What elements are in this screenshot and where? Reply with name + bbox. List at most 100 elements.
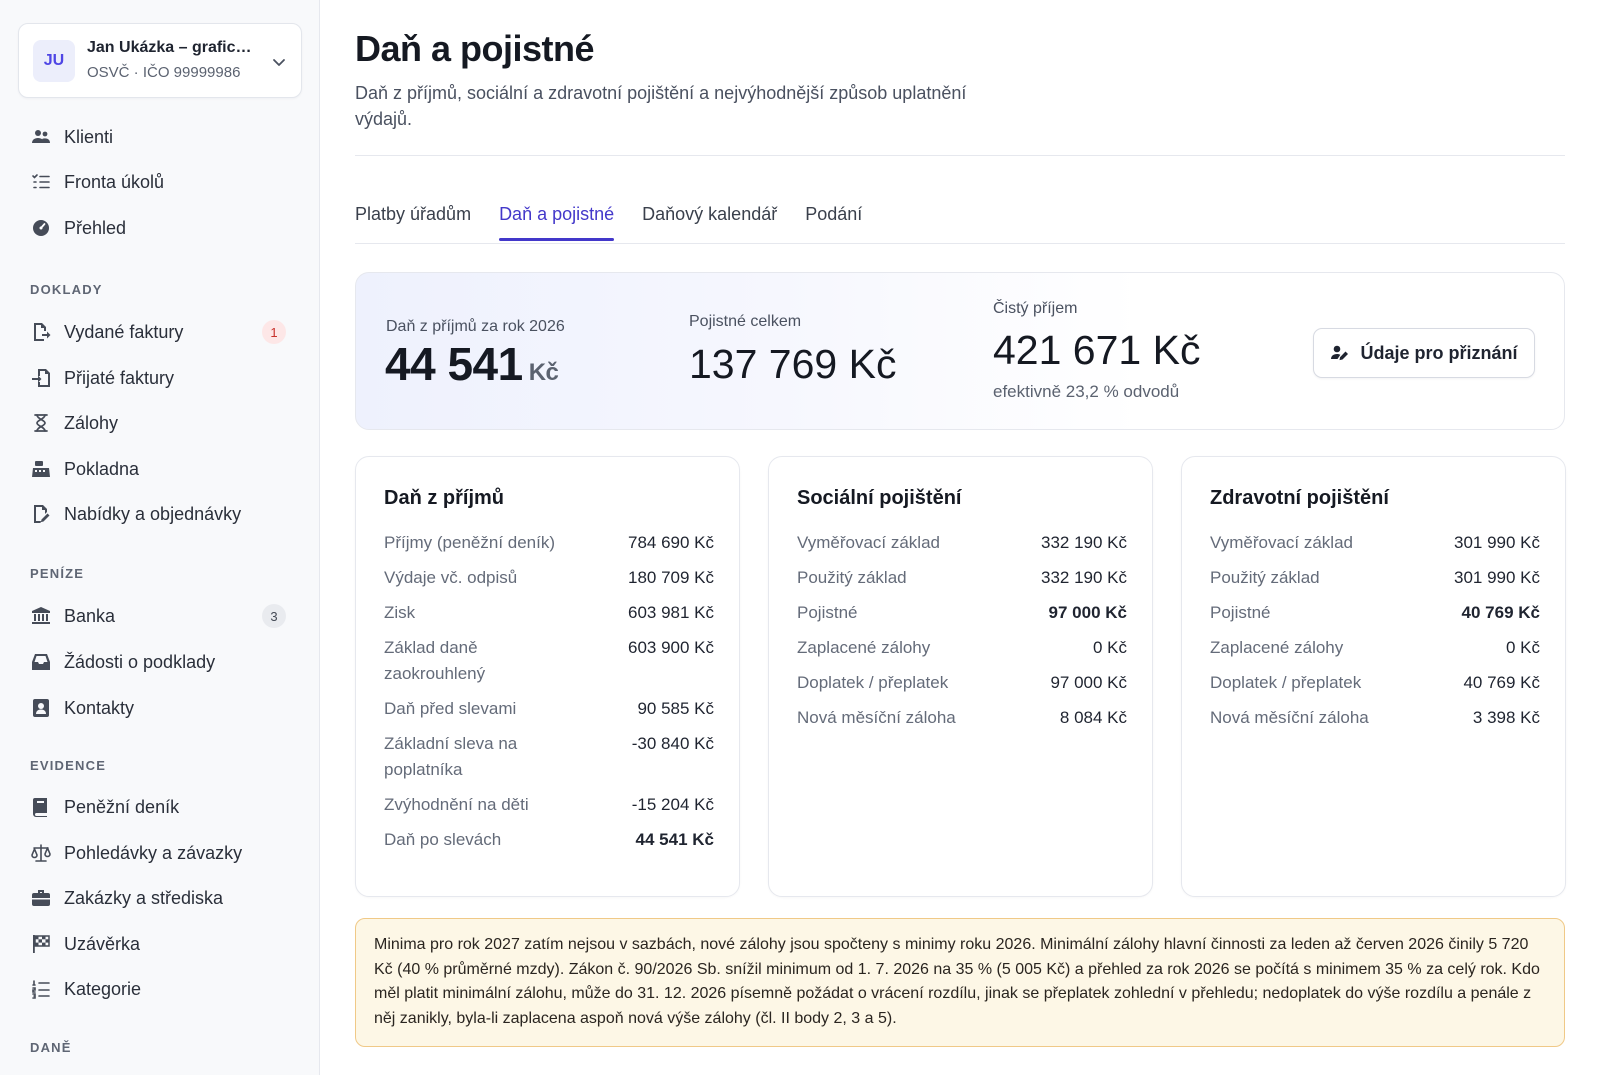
tax-total: 44 541 Kč [385, 337, 559, 391]
sidebar-item-zalohy[interactable]: Zálohy [30, 405, 292, 441]
sidebar-item-prijate-faktury[interactable]: Přijaté faktury [30, 360, 292, 396]
briefcase-icon [30, 887, 52, 909]
row-value: -30 840 Kč [631, 734, 714, 753]
count-badge: 3 [262, 604, 286, 628]
row-label: Zvýhodnění na děti [384, 795, 529, 814]
row-label: Použitý základ [797, 568, 907, 587]
table-row: Vyměřovací základ 301 990 Kč [1210, 530, 1540, 556]
row-value: 44 541 Kč [635, 830, 714, 849]
sidebar-item-label: Peněžní deník [64, 796, 180, 817]
org-avatar: JU [33, 40, 75, 82]
table-row: Pojistné 40 769 Kč [1210, 600, 1540, 626]
info-notice: Minima pro rok 2027 zatím nejsou v sazbá… [355, 918, 1565, 1047]
insurance-total: 137 769 Kč [689, 341, 897, 387]
task-list-icon [30, 171, 52, 193]
sidebar-item-vydane-faktury[interactable]: Vydané faktury 1 [30, 314, 292, 350]
sidebar-item-label: Nabídky a objednávky [64, 503, 242, 524]
tab-platby-uradum[interactable]: Platby úřadům [355, 204, 472, 224]
row-value: 332 190 Kč [1040, 568, 1127, 587]
row-label: Nová měsíční záloha [1210, 708, 1369, 727]
bank-icon [30, 605, 52, 627]
tax-total-value: 44 541 [385, 338, 523, 390]
sidebar-item-label: Klienti [64, 126, 114, 147]
sidebar-item-kategorie[interactable]: Kategorie [30, 971, 292, 1007]
table-row: Doplatek / přeplatek 40 769 Kč [1210, 670, 1540, 696]
inbox-request-icon [30, 651, 52, 673]
sidebar-item-label: Pohledávky a závazky [64, 842, 243, 863]
insurance-label: Pojistné celkem [689, 313, 802, 330]
row-value: 301 990 Kč [1453, 533, 1540, 552]
dashboard-gauge-icon [30, 217, 52, 239]
table-row: Nová měsíční záloha 8 084 Kč [797, 705, 1127, 731]
sidebar-item-penezni-denik[interactable]: Peněžní deník [30, 789, 292, 825]
sidebar-item-pohledavky[interactable]: Pohledávky a závazky [30, 835, 292, 871]
sidebar-item-klienti[interactable]: Klienti [30, 119, 292, 155]
table-row: Příjmy (peněžní deník) 784 690 Kč [384, 530, 714, 556]
table-row: Základ daně zaokrouhlený 603 900 Kč [384, 635, 714, 687]
divider [355, 155, 1565, 156]
row-label: Vyměřovací základ [797, 533, 940, 552]
scale-icon [30, 842, 52, 864]
row-label: Zaplacené zálohy [797, 638, 931, 657]
users-icon [30, 126, 52, 148]
tab-bar: Platby úřadům Daň a pojistné Daňový kale… [355, 197, 890, 243]
org-name: Jan Ukázka – grafic… [87, 39, 252, 56]
effective-rate: efektivně 23,2 % odvodů [993, 382, 1180, 401]
row-value: 301 990 Kč [1453, 568, 1540, 587]
checkered-flag-icon [30, 933, 52, 955]
section-title-evidence: EVIDENCE [30, 758, 107, 773]
row-value: 0 Kč [1092, 638, 1127, 657]
table-row: Daň před slevami 90 585 Kč [384, 696, 714, 722]
card-title: Sociální pojištění [797, 487, 962, 509]
summary-panel: Daň z příjmů za rok 2026 44 541 Kč Pojist… [355, 272, 1565, 430]
row-label: Pojistné [1210, 603, 1271, 622]
row-label: Vyměřovací základ [1210, 533, 1353, 552]
row-label: Zaplacené zálohy [1210, 638, 1344, 657]
sidebar-item-zakazky[interactable]: Zakázky a střediska [30, 880, 292, 916]
organization-switcher[interactable]: JU Jan Ukázka – grafic… OSVČ · IČO 99999… [18, 23, 302, 98]
income-tax-card: Daň z příjmů Příjmy (peněžní deník) 784 6… [355, 456, 740, 897]
table-row: Daň po slevách 44 541 Kč [384, 827, 714, 853]
sidebar-item-label: Vydané faktury [64, 321, 184, 342]
card-title: Zdravotní pojištění [1210, 487, 1389, 509]
row-value: 784 690 Kč [627, 533, 714, 552]
tab-podani[interactable]: Podání [805, 204, 863, 224]
unread-count-badge: 1 [262, 320, 286, 344]
tab-danovy-kalendar[interactable]: Daňový kalendář [642, 204, 778, 224]
tax-return-data-label: Údaje pro přiznání [1360, 342, 1518, 363]
table-row: Zisk 603 981 Kč [384, 600, 714, 626]
sidebar-item-zadosti[interactable]: Žádosti o podklady [30, 644, 292, 680]
row-value: 603 900 Kč [627, 638, 714, 657]
sidebar-item-pokladna[interactable]: Pokladna [30, 451, 292, 487]
hourglass-icon [30, 412, 52, 434]
row-value: 40 769 Kč [1463, 673, 1540, 692]
sidebar-item-label: Kategorie [64, 978, 142, 999]
tax-return-data-button[interactable]: Údaje pro přiznání [1313, 328, 1535, 378]
tab-dan-a-pojistne[interactable]: Daň a pojistné [499, 197, 615, 243]
row-label: Základní sleva na poplatníka [384, 734, 518, 779]
tax-label: Daň z příjmů za rok 2026 [386, 318, 565, 335]
contact-card-icon [30, 697, 52, 719]
sidebar-item-label: Uzávěrka [64, 933, 141, 954]
row-label: Základ daně zaokrouhlený [384, 638, 486, 683]
table-row: Výdaje vč. odpisů 180 709 Kč [384, 565, 714, 591]
sidebar-item-label: Zakázky a střediska [64, 887, 224, 908]
health-insurance-card: Zdravotní pojištění Vyměřovací základ 301… [1181, 456, 1566, 897]
chevron-down-icon [273, 59, 285, 66]
sidebar-item-nabidky[interactable]: Nabídky a objednávky [30, 496, 292, 532]
sidebar-item-label: Přijaté faktury [64, 367, 175, 388]
table-row: Zvýhodnění na děti -15 204 Kč [384, 792, 714, 818]
sidebar-item-prehled[interactable]: Přehled [30, 210, 292, 246]
sidebar-item-uzaverka[interactable]: Uzávěrka [30, 926, 292, 962]
sidebar-item-banka[interactable]: Banka 3 [30, 598, 292, 634]
table-row: Základní sleva na poplatníka -30 840 Kč [384, 731, 714, 783]
row-label: Daň po slevách [384, 830, 502, 849]
sidebar-item-fronta-ukolu[interactable]: Fronta úkolů [30, 164, 292, 200]
invoice-out-icon [30, 321, 52, 343]
row-label: Doplatek / přeplatek [1210, 673, 1362, 692]
table-row: Zaplacené zálohy 0 Kč [797, 635, 1127, 661]
row-value: 40 769 Kč [1461, 603, 1540, 622]
row-value: 97 000 Kč [1050, 673, 1127, 692]
row-value: 3 398 Kč [1472, 708, 1540, 727]
sidebar-item-kontakty[interactable]: Kontakty [30, 690, 292, 726]
